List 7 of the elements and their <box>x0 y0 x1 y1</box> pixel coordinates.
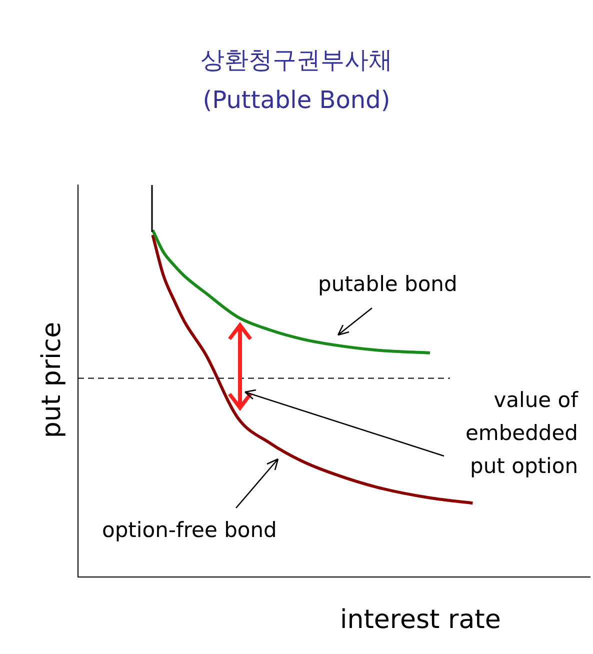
annotation: option-free bond <box>102 517 277 544</box>
chart-subtitle: (Puttable Bond) <box>202 85 392 116</box>
annotation: putable bond <box>318 271 458 298</box>
y-axis-title: put price <box>37 322 67 438</box>
chart-title: 상환청구권부사채 <box>200 45 394 76</box>
annotation: value of embedded put option <box>464 387 578 480</box>
x-axis-title: interest rate <box>340 605 501 635</box>
